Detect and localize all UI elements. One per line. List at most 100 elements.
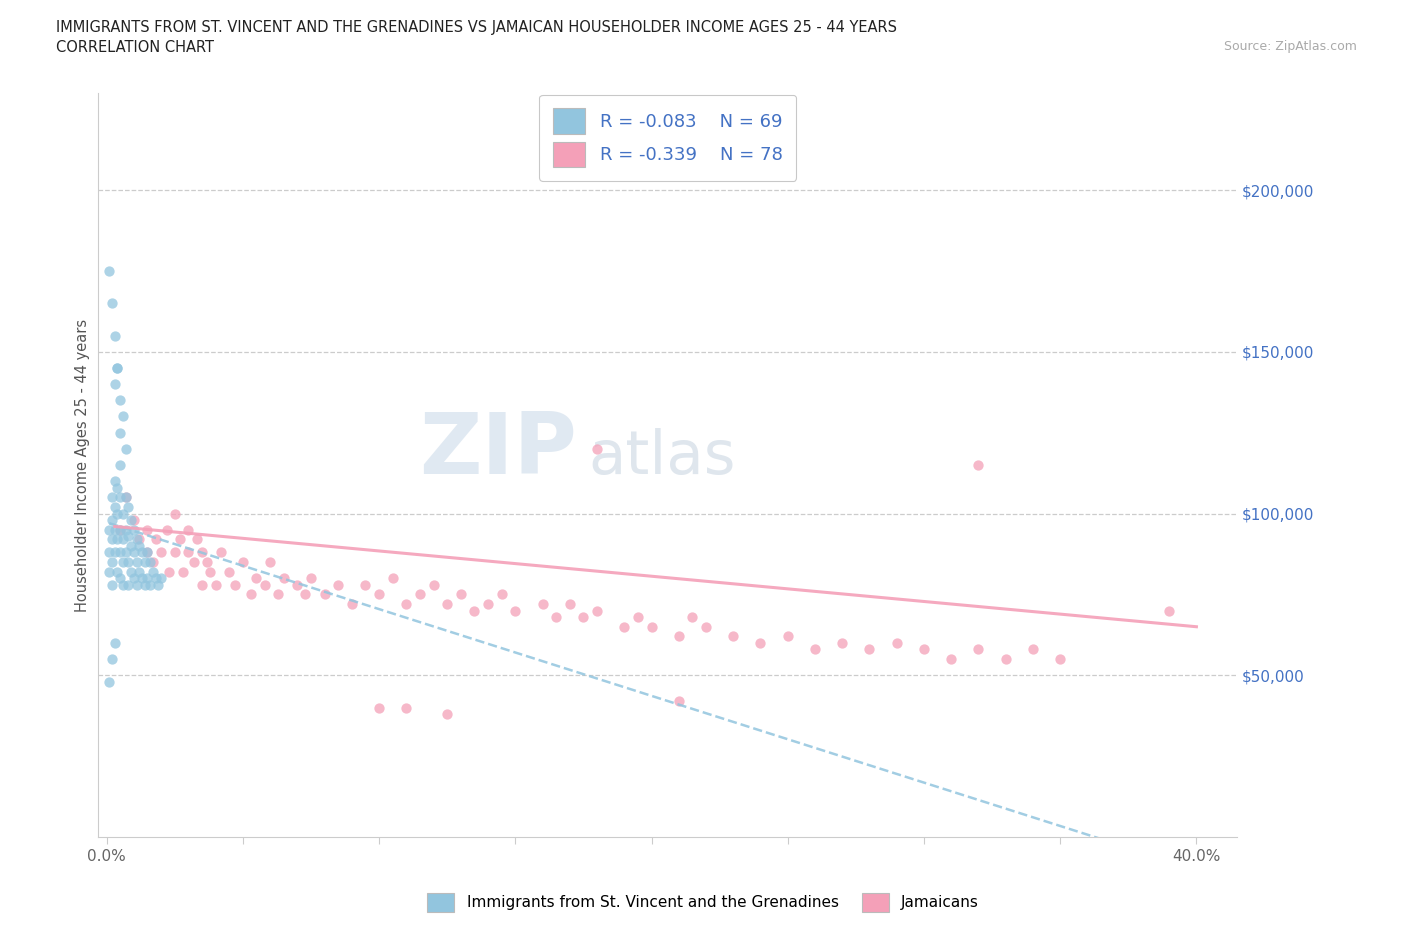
Point	[586, 604, 609, 618]
Point	[422, 578, 444, 592]
Point	[101, 652, 124, 667]
Point	[967, 642, 990, 657]
Point	[104, 499, 127, 514]
Point	[723, 629, 745, 644]
Point	[381, 571, 404, 586]
Point	[150, 571, 173, 586]
Point	[114, 545, 136, 560]
Point	[259, 554, 281, 569]
Point	[120, 538, 142, 553]
Point	[131, 571, 153, 586]
Point	[117, 554, 139, 569]
Point	[546, 609, 568, 624]
Point	[157, 565, 180, 579]
Point	[98, 565, 121, 579]
Point	[169, 532, 191, 547]
Point	[142, 554, 165, 569]
Point	[668, 629, 690, 644]
Point	[125, 578, 148, 592]
Point	[101, 490, 124, 505]
Point	[125, 554, 148, 569]
Point	[110, 523, 132, 538]
Point	[104, 545, 127, 560]
Point	[163, 506, 186, 521]
Point	[994, 652, 1017, 667]
Point	[104, 635, 127, 650]
Legend: Immigrants from St. Vincent and the Grenadines, Jamaicans: Immigrants from St. Vincent and the Gren…	[420, 887, 986, 918]
Point	[409, 587, 432, 602]
Point	[111, 578, 134, 592]
Point	[98, 263, 121, 278]
Point	[240, 587, 263, 602]
Point	[101, 296, 124, 311]
Point	[101, 578, 124, 592]
Point	[128, 538, 150, 553]
Point	[122, 571, 145, 586]
Point	[114, 442, 136, 457]
Point	[107, 506, 129, 521]
Point	[136, 545, 159, 560]
Point	[107, 565, 129, 579]
Point	[155, 523, 177, 538]
Point	[98, 545, 121, 560]
Point	[368, 587, 391, 602]
Point	[136, 571, 159, 586]
Text: CORRELATION CHART: CORRELATION CHART	[56, 40, 214, 55]
Point	[450, 587, 472, 602]
Point	[558, 597, 581, 612]
Point	[107, 361, 129, 376]
Point	[120, 512, 142, 527]
Point	[148, 578, 170, 592]
Legend: R = -0.083    N = 69, R = -0.339    N = 78: R = -0.083 N = 69, R = -0.339 N = 78	[540, 95, 796, 181]
Point	[117, 529, 139, 544]
Text: atlas: atlas	[588, 428, 735, 487]
Point	[191, 578, 214, 592]
Point	[204, 578, 226, 592]
Point	[110, 425, 132, 440]
Point	[128, 565, 150, 579]
Point	[136, 545, 159, 560]
Point	[886, 635, 908, 650]
Point	[134, 578, 156, 592]
Point	[107, 532, 129, 547]
Point	[122, 545, 145, 560]
Point	[1022, 642, 1045, 657]
Point	[101, 70, 124, 85]
Point	[314, 587, 336, 602]
Point	[941, 652, 963, 667]
Point	[111, 506, 134, 521]
Point	[125, 532, 148, 547]
Point	[340, 597, 363, 612]
Point	[128, 532, 150, 547]
Point	[122, 523, 145, 538]
Point	[111, 554, 134, 569]
Point	[104, 473, 127, 488]
Point	[804, 642, 827, 657]
Point	[122, 512, 145, 527]
Point	[245, 571, 267, 586]
Point	[110, 392, 132, 407]
Point	[111, 532, 134, 547]
Point	[572, 609, 595, 624]
Point	[831, 635, 853, 650]
Point	[145, 532, 167, 547]
Point	[117, 499, 139, 514]
Point	[163, 545, 186, 560]
Point	[101, 532, 124, 547]
Point	[186, 532, 208, 547]
Point	[912, 642, 935, 657]
Point	[114, 490, 136, 505]
Point	[120, 565, 142, 579]
Point	[110, 490, 132, 505]
Point	[107, 361, 129, 376]
Point	[131, 545, 153, 560]
Point	[183, 554, 205, 569]
Point	[198, 565, 221, 579]
Point	[110, 523, 132, 538]
Point	[299, 571, 322, 586]
Point	[503, 604, 526, 618]
Point	[1049, 652, 1071, 667]
Point	[463, 604, 485, 618]
Point	[172, 565, 194, 579]
Point	[232, 554, 254, 569]
